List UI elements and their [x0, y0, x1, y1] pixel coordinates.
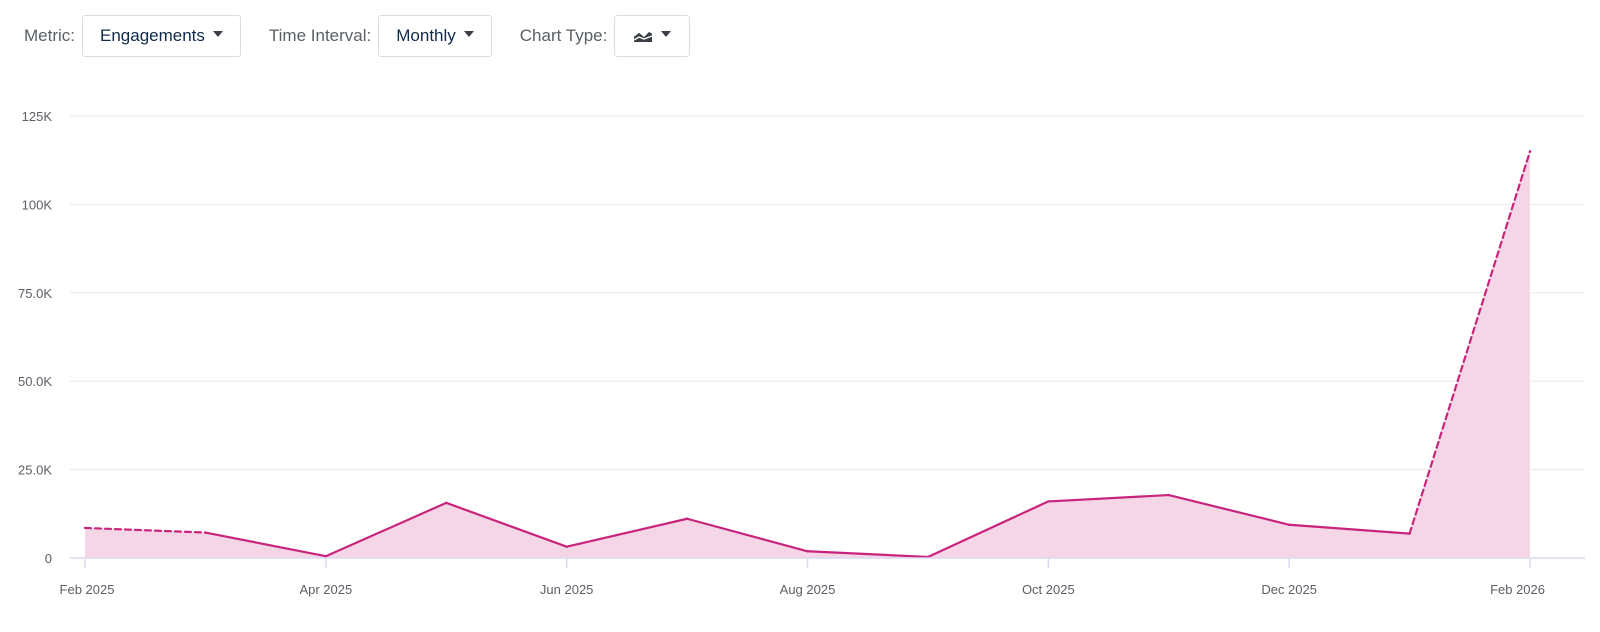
- area-fill: [85, 151, 1530, 559]
- series-segment: [324, 501, 448, 558]
- x-axis-tick-labels: Feb 2025 Apr 2025 Jun 2025 Aug 2025 Oct 2025…: [60, 582, 1545, 597]
- data-point[interactable]: [324, 555, 328, 558]
- grid-lines: [70, 115, 1585, 471]
- y-tick-label: 25.0K: [18, 463, 52, 478]
- series-line-layer: [83, 150, 1532, 559]
- series-segment: [1167, 493, 1291, 526]
- data-point[interactable]: [565, 545, 568, 548]
- y-tick-label: 50.0K: [18, 374, 52, 389]
- y-tick-label: 75.0K: [18, 286, 52, 301]
- series-segment-dashed: [1408, 150, 1532, 535]
- chevron-down-icon: [661, 31, 672, 37]
- series-segment: [1288, 523, 1411, 535]
- series-segment: [1047, 493, 1170, 503]
- series-segment: [204, 531, 327, 558]
- data-point[interactable]: [1528, 150, 1532, 153]
- chevron-down-icon: [463, 31, 474, 37]
- series-segment: [926, 500, 1050, 559]
- area-fill-layer: [85, 151, 1530, 559]
- time-interval-value: Monthly: [396, 26, 456, 45]
- metric-dropdown[interactable]: Engagements: [82, 15, 241, 57]
- chart-type-dropdown[interactable]: [614, 15, 691, 57]
- chart-type-label: Chart Type:: [519, 26, 608, 45]
- data-point[interactable]: [1167, 493, 1170, 497]
- data-point[interactable]: [685, 517, 689, 520]
- data-point[interactable]: [1408, 532, 1411, 535]
- chart-toolbar: Metric: Engagements Time Interval: Month…: [24, 14, 718, 58]
- series-segment: [806, 550, 930, 559]
- x-tick-label: Aug 2025: [780, 582, 836, 597]
- x-tick-label: Dec 2025: [1261, 582, 1317, 597]
- series-segment: [685, 517, 809, 553]
- x-tick-label: Jun 2025: [540, 582, 594, 597]
- x-tick-label: Feb 2025: [60, 582, 115, 597]
- data-point[interactable]: [806, 550, 809, 553]
- x-tick-label: Feb 2026: [1490, 582, 1545, 597]
- x-tick-label: Oct 2025: [1022, 582, 1075, 597]
- data-point[interactable]: [1287, 523, 1291, 526]
- series-segment-dashed: [83, 526, 207, 534]
- data-point[interactable]: [83, 526, 87, 530]
- y-tick-label: 0: [45, 551, 52, 566]
- x-tick-label: Apr 2025: [299, 582, 352, 597]
- data-point[interactable]: [204, 531, 207, 534]
- time-interval-label: Time Interval:: [268, 26, 372, 45]
- data-point[interactable]: [1047, 500, 1050, 503]
- y-axis-tick-labels: 0 25.0K 50.0K 75.0K 100K 125K: [18, 109, 52, 566]
- data-point[interactable]: [445, 501, 448, 505]
- x-axis: [70, 557, 1585, 568]
- metric-value: Engagements: [100, 26, 205, 45]
- series-segment: [445, 501, 568, 548]
- y-tick-label: 125K: [22, 109, 53, 124]
- chevron-down-icon: [212, 31, 223, 37]
- metric-label: Metric:: [24, 26, 75, 45]
- series-segment: [565, 517, 689, 548]
- area-chart-icon: [633, 30, 653, 42]
- y-tick-label: 100K: [22, 197, 53, 212]
- time-interval-dropdown[interactable]: Monthly: [378, 15, 492, 57]
